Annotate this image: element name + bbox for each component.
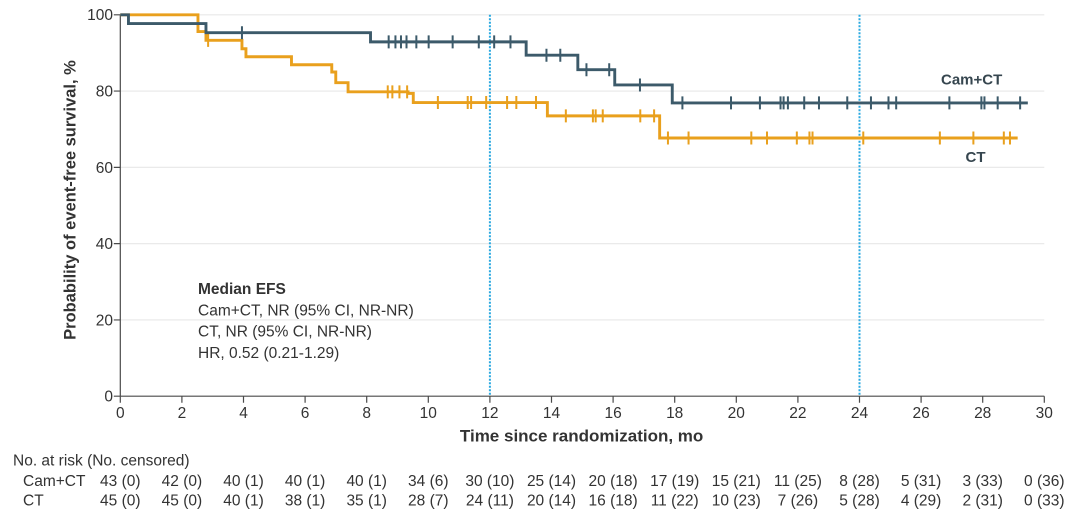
svg-text:CT: CT (23, 493, 44, 510)
svg-text:CT, NR (95% CI, NR-NR): CT, NR (95% CI, NR-NR) (198, 324, 372, 341)
svg-text:4: 4 (239, 405, 248, 422)
svg-text:22: 22 (789, 405, 806, 422)
svg-text:45 (0): 45 (0) (100, 493, 141, 510)
svg-text:5 (31): 5 (31) (901, 473, 942, 490)
svg-text:11 (22): 11 (22) (651, 493, 699, 510)
svg-text:0: 0 (104, 389, 113, 406)
svg-text:100: 100 (87, 7, 113, 24)
svg-text:45 (0): 45 (0) (162, 493, 203, 510)
svg-text:16 (18): 16 (18) (589, 493, 638, 510)
svg-text:34 (6): 34 (6) (408, 473, 449, 490)
svg-text:No. at risk (No. censored): No. at risk (No. censored) (13, 452, 190, 469)
svg-text:24 (11): 24 (11) (466, 493, 514, 510)
svg-text:10: 10 (420, 405, 438, 422)
svg-text:60: 60 (96, 160, 114, 177)
svg-text:20: 20 (728, 405, 746, 422)
svg-text:Cam+CT: Cam+CT (941, 72, 1002, 89)
svg-text:Cam+CT: Cam+CT (23, 473, 86, 490)
svg-text:26: 26 (912, 405, 929, 422)
svg-text:5 (28): 5 (28) (839, 493, 880, 510)
svg-text:4 (29): 4 (29) (901, 493, 942, 510)
svg-text:28: 28 (974, 405, 991, 422)
svg-text:Cam+CT, NR (95% CI, NR-NR): Cam+CT, NR (95% CI, NR-NR) (198, 302, 414, 319)
svg-text:7 (26): 7 (26) (778, 493, 819, 510)
svg-text:20 (14): 20 (14) (527, 493, 576, 510)
svg-text:30: 30 (1036, 405, 1054, 422)
svg-text:40 (1): 40 (1) (346, 473, 387, 490)
svg-text:0: 0 (116, 405, 125, 422)
svg-text:6: 6 (301, 405, 310, 422)
svg-text:40 (1): 40 (1) (223, 473, 264, 490)
svg-text:3 (33): 3 (33) (962, 473, 1003, 490)
svg-text:0 (33): 0 (33) (1024, 493, 1065, 510)
svg-text:28 (7): 28 (7) (408, 493, 449, 510)
svg-text:15 (21): 15 (21) (712, 473, 761, 490)
svg-text:20: 20 (96, 312, 114, 329)
svg-text:43 (0): 43 (0) (100, 473, 141, 490)
svg-text:CT: CT (966, 149, 986, 166)
svg-text:8 (28): 8 (28) (839, 473, 880, 490)
svg-text:14: 14 (543, 405, 561, 422)
svg-text:HR, 0.52 (0.21-1.29): HR, 0.52 (0.21-1.29) (198, 345, 339, 362)
svg-text:2: 2 (178, 405, 187, 422)
svg-text:2 (31): 2 (31) (962, 493, 1003, 510)
svg-text:18: 18 (666, 405, 683, 422)
svg-text:Probability of event-free surv: Probability of event-free survival, % (62, 60, 80, 340)
svg-text:16: 16 (604, 405, 621, 422)
svg-text:12: 12 (481, 405, 498, 422)
svg-text:10 (23): 10 (23) (712, 493, 761, 510)
svg-text:40 (1): 40 (1) (223, 493, 264, 510)
svg-text:Time since randomization, mo: Time since randomization, mo (460, 427, 703, 446)
svg-text:24: 24 (851, 405, 869, 422)
svg-text:17 (19): 17 (19) (650, 473, 699, 490)
svg-text:80: 80 (96, 83, 114, 100)
svg-text:35 (1): 35 (1) (346, 493, 387, 510)
svg-text:38 (1): 38 (1) (285, 493, 326, 510)
svg-text:20 (18): 20 (18) (589, 473, 638, 490)
svg-text:40: 40 (96, 236, 114, 253)
svg-text:40 (1): 40 (1) (285, 473, 326, 490)
svg-text:25 (14): 25 (14) (527, 473, 576, 490)
svg-text:0 (36): 0 (36) (1024, 473, 1065, 490)
svg-text:42 (0): 42 (0) (162, 473, 203, 490)
svg-text:30 (10): 30 (10) (465, 473, 514, 490)
svg-text:Median EFS: Median EFS (198, 281, 286, 298)
svg-text:11 (25): 11 (25) (774, 473, 822, 490)
svg-text:8: 8 (362, 405, 371, 422)
